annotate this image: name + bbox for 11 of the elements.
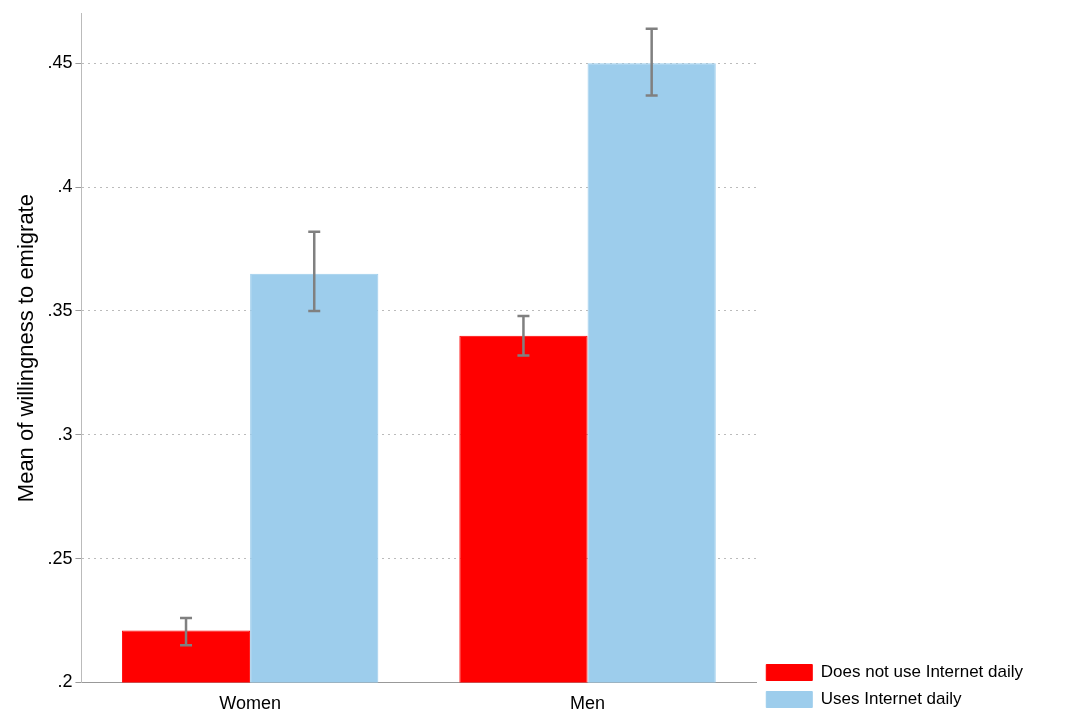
y-tick-label: .2	[57, 671, 73, 692]
y-tick-label: .45	[47, 52, 73, 73]
y-tick-label: .25	[47, 547, 73, 568]
x-tick-label: Women	[219, 693, 281, 714]
x-tick-label: Men	[570, 693, 606, 714]
legend-label: Uses Internet daily	[820, 689, 963, 709]
y-tick-label: .35	[47, 299, 73, 320]
y-axis-title: Mean of willingness to emigrate	[13, 194, 39, 503]
y-tick-label: .4	[57, 176, 73, 197]
legend-label: Does not use Internet daily	[820, 662, 1024, 682]
y-tick-label: .3	[57, 423, 73, 444]
